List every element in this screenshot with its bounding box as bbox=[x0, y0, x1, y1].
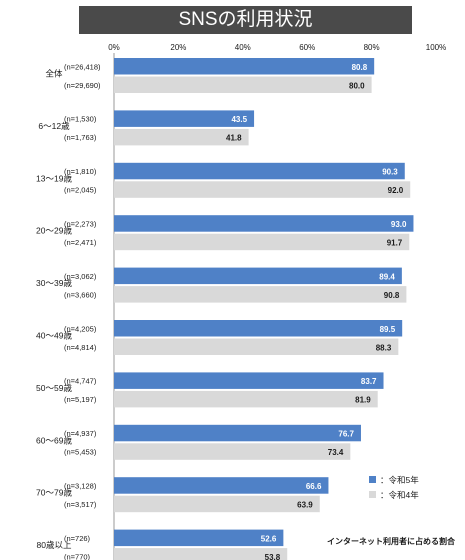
sample-size-label: (n=5,197) bbox=[64, 395, 97, 404]
sample-size-label: (n=2,273) bbox=[64, 219, 97, 228]
data-label: 53.8 bbox=[265, 553, 281, 560]
data-label: 93.0 bbox=[391, 220, 407, 229]
data-label: 81.9 bbox=[355, 396, 371, 405]
bar-r5 bbox=[114, 267, 402, 285]
data-label: 73.4 bbox=[328, 448, 344, 457]
bar-r4 bbox=[114, 76, 372, 93]
legend-label-r4: ：令和4年 bbox=[380, 490, 419, 500]
legend-swatch-r4 bbox=[369, 491, 376, 498]
data-label: 92.0 bbox=[388, 186, 404, 195]
sample-size-label: (n=1,810) bbox=[64, 167, 97, 176]
bar-r5 bbox=[114, 424, 361, 442]
data-label: 91.7 bbox=[387, 238, 403, 247]
category-label: 40～49歳 bbox=[36, 331, 72, 341]
data-label: 90.8 bbox=[384, 291, 400, 300]
bar-r5 bbox=[114, 529, 284, 547]
bar-r4 bbox=[114, 443, 351, 460]
x-tick-label: 40% bbox=[235, 43, 251, 52]
sample-size-label: (n=4,814) bbox=[64, 343, 97, 352]
legend-label-r5: ：令和5年 bbox=[380, 475, 419, 485]
sample-size-label: (n=3,062) bbox=[64, 272, 97, 281]
data-label: 88.3 bbox=[376, 343, 392, 352]
data-label: 89.4 bbox=[379, 272, 395, 281]
x-tick-label: 100% bbox=[426, 43, 446, 52]
sample-size-label: (n=5,453) bbox=[64, 448, 97, 457]
data-label: 63.9 bbox=[297, 500, 313, 509]
category-label: 13～19歳 bbox=[36, 173, 72, 183]
data-label: 80.0 bbox=[349, 81, 365, 90]
category-label: 全体 bbox=[45, 69, 63, 79]
bar-r5 bbox=[114, 162, 405, 180]
sample-size-label: (n=1,763) bbox=[64, 133, 97, 142]
bar-r4 bbox=[114, 181, 411, 198]
bar-r4 bbox=[114, 495, 320, 513]
x-tick-label: 20% bbox=[170, 43, 186, 52]
footnote-text: インターネット利用者に占める割合 bbox=[327, 536, 456, 546]
bar-r4 bbox=[114, 338, 399, 355]
sample-size-label: (n=29,690) bbox=[64, 81, 101, 90]
sample-size-label: (n=4,205) bbox=[64, 324, 97, 333]
bar-r4 bbox=[114, 128, 249, 146]
data-label: 52.6 bbox=[261, 534, 277, 543]
sample-size-label: (n=3,517) bbox=[64, 500, 97, 509]
chart-title: SNSの利用状況 bbox=[79, 6, 412, 34]
bar-r5 bbox=[114, 477, 329, 494]
x-tick-label: 0% bbox=[108, 43, 120, 52]
sample-size-label: (n=2,471) bbox=[64, 238, 97, 247]
legend-swatch-r5 bbox=[369, 476, 376, 483]
category-label: 20～29歳 bbox=[36, 226, 72, 236]
data-label: 89.5 bbox=[380, 325, 396, 334]
bar-r4 bbox=[114, 233, 410, 251]
sample-size-label: (n=2,045) bbox=[64, 186, 97, 195]
data-label: 76.7 bbox=[338, 430, 354, 439]
category-label: 80歳以上 bbox=[37, 540, 72, 550]
bar-r4 bbox=[114, 286, 407, 303]
x-tick-label: 60% bbox=[299, 43, 315, 52]
category-label: 6～12歳 bbox=[38, 121, 70, 131]
bar-r5 bbox=[114, 58, 375, 75]
category-label: 30～39歳 bbox=[36, 278, 72, 288]
data-label: 66.6 bbox=[306, 482, 322, 491]
bar-r4 bbox=[114, 548, 288, 560]
bar-r5 bbox=[114, 215, 414, 232]
sample-size-label: (n=4,747) bbox=[64, 377, 97, 386]
sample-size-label: (n=4,937) bbox=[64, 429, 97, 438]
x-tick-label: 80% bbox=[364, 43, 380, 52]
bar-r5 bbox=[114, 320, 403, 337]
data-label: 41.8 bbox=[226, 134, 242, 143]
data-label: 83.7 bbox=[361, 377, 377, 386]
data-label: 90.3 bbox=[382, 168, 398, 177]
sample-size-label: (n=1,530) bbox=[64, 115, 97, 124]
data-label: 43.5 bbox=[231, 115, 247, 124]
category-label: 60～69歳 bbox=[36, 435, 72, 445]
sample-size-label: (n=726) bbox=[64, 534, 91, 543]
sample-size-label: (n=770) bbox=[64, 552, 91, 560]
sample-size-label: (n=26,418) bbox=[64, 62, 101, 71]
sample-size-label: (n=3,128) bbox=[64, 481, 97, 490]
bar-r4 bbox=[114, 390, 378, 408]
bar-r5 bbox=[114, 372, 384, 389]
data-label: 80.8 bbox=[352, 63, 368, 72]
category-label: 50～59歳 bbox=[36, 383, 72, 393]
bar-r5 bbox=[114, 110, 255, 127]
sample-size-label: (n=3,660) bbox=[64, 290, 97, 299]
category-label: 70～79歳 bbox=[36, 488, 72, 498]
